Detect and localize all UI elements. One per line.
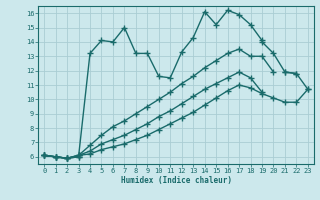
X-axis label: Humidex (Indice chaleur): Humidex (Indice chaleur) <box>121 176 231 185</box>
